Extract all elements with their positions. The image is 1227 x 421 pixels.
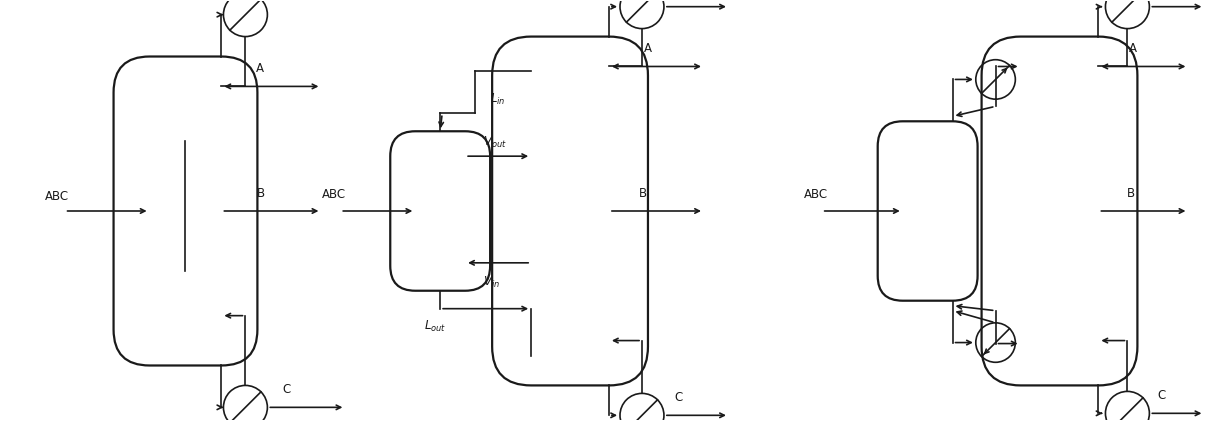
FancyBboxPatch shape [982,37,1137,385]
Text: ABC: ABC [804,187,828,200]
FancyBboxPatch shape [877,121,978,301]
Text: C: C [282,383,291,396]
Text: ABC: ABC [44,189,69,203]
Text: A: A [1129,42,1136,55]
Text: $V_{in}$: $V_{in}$ [483,275,501,290]
Text: $L_{out}$: $L_{out}$ [425,319,447,334]
FancyBboxPatch shape [492,37,648,385]
Text: C: C [1157,389,1166,402]
FancyBboxPatch shape [114,56,258,365]
Text: $V_{out}$: $V_{out}$ [483,135,507,150]
Text: $L_{in}$: $L_{in}$ [490,92,506,107]
FancyBboxPatch shape [390,131,490,291]
Text: C: C [674,391,682,404]
Text: B: B [256,187,265,200]
Text: B: B [639,187,647,200]
Text: B: B [1126,187,1135,200]
Text: A: A [644,42,652,55]
Text: ABC: ABC [323,187,346,200]
Text: A: A [256,62,264,75]
